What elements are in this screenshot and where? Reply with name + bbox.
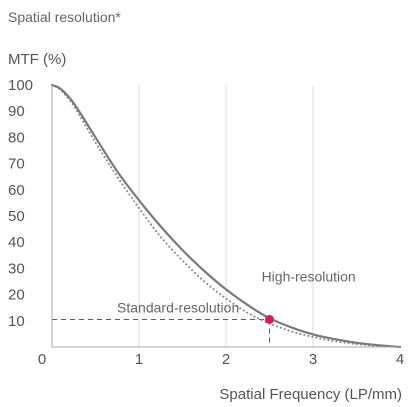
annotation-high-resolution: High-resolution: [262, 268, 356, 284]
x-tick-labels: 0 1 2 3 4: [38, 351, 404, 368]
y-tick-label-50: 50: [8, 208, 25, 225]
y-tick-label-20: 20: [8, 287, 25, 304]
y-tick-label-60: 60: [8, 182, 25, 199]
x-tick-label-3: 3: [309, 351, 317, 368]
series-line-high-resolution: [50, 83, 402, 349]
y-tick-labels: 10 20 30 40 50 60 70 80 90 100: [8, 77, 33, 330]
reference-point: [265, 314, 274, 324]
y-axis-label: MTF (%): [8, 51, 67, 68]
series-line-standard-resolution: [51, 84, 401, 348]
annotations: High-resolution Standard-resolution: [117, 268, 356, 315]
annotation-standard-resolution: Standard-resolution: [117, 300, 239, 316]
y-tick-label-10: 10: [8, 313, 25, 330]
y-tick-label-70: 70: [8, 156, 25, 173]
reference-lines: [52, 318, 270, 347]
series: [50, 83, 402, 349]
y-tick-label-80: 80: [8, 129, 25, 146]
chart-title: Spatial resolution*: [8, 9, 121, 25]
x-tick-label-0: 0: [38, 351, 46, 368]
y-tick-label-40: 40: [8, 234, 25, 251]
y-tick-label-100: 100: [8, 77, 33, 94]
x-tick-label-4: 4: [396, 351, 404, 368]
y-tick-label-30: 30: [8, 260, 25, 277]
x-axis-label: Spatial Frequency (LP/mm): [219, 386, 402, 403]
y-tick-label-90: 90: [8, 103, 25, 120]
x-tick-label-2: 2: [222, 351, 230, 368]
grid: [138, 85, 314, 347]
axes: [51, 85, 400, 348]
x-tick-label-1: 1: [135, 351, 143, 368]
